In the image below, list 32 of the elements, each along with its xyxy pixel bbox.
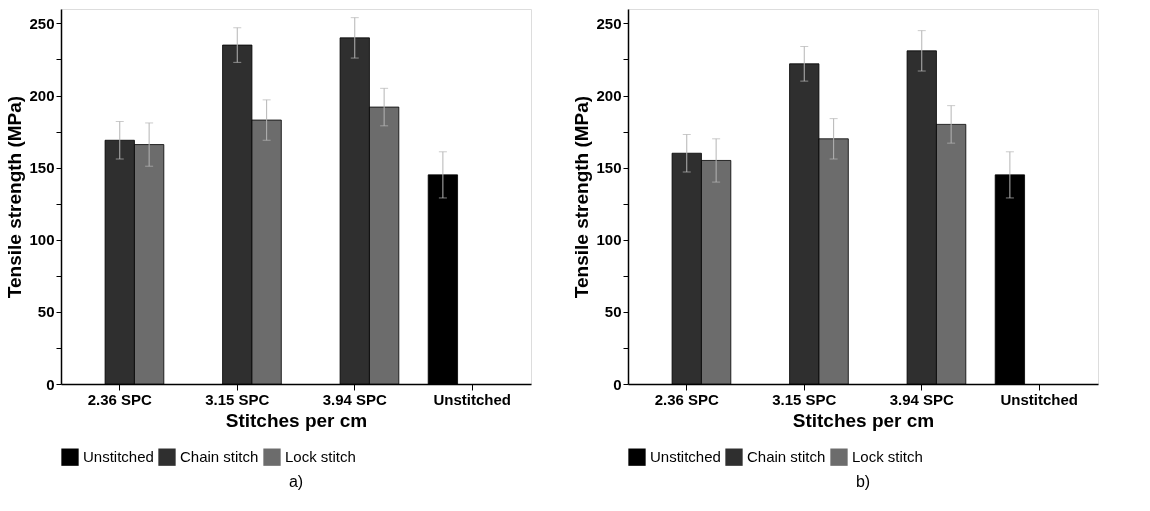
y-tick-label: 0 (46, 375, 55, 393)
y-tick-label: 150 (596, 159, 622, 177)
y-tick-label: 200 (29, 87, 55, 105)
x-axis-title: Stitches per cm (792, 409, 935, 431)
x-tick-label: 2.36 SPC (654, 390, 720, 408)
y-axis-title: Tensile strength (MPa) (571, 95, 593, 299)
x-tick-label: 3.94 SPC (322, 390, 388, 408)
x-tick-label: Unstitched (433, 390, 512, 408)
y-tick-label: 150 (29, 159, 55, 177)
y-tick-label: 50 (604, 303, 622, 321)
y-tick-label: 200 (596, 87, 622, 105)
y-tick-label: 100 (596, 231, 622, 249)
x-axis-title: Stitches per cm (225, 409, 368, 431)
x-tick-label: Unstitched (1000, 390, 1079, 408)
text: a) (288, 473, 304, 490)
legend-label: Unstitched (83, 448, 154, 466)
y-tick-label: 0 (613, 375, 622, 393)
text: b) (855, 473, 871, 490)
legend-label: Lock stitch (852, 448, 923, 466)
x-tick-label: 2.36 SPC (87, 390, 153, 408)
y-tick-label: 50 (37, 303, 55, 321)
legend-label: Chain stitch (747, 448, 826, 466)
legend-label: Unstitched (650, 448, 721, 466)
y-tick-label: 100 (29, 231, 55, 249)
legend-label: Chain stitch (180, 448, 259, 466)
x-tick-label: 3.15 SPC (205, 390, 270, 408)
legend-label: Lock stitch (285, 448, 356, 466)
y-tick-label: 250 (596, 14, 622, 32)
y-tick-label: 250 (29, 14, 55, 32)
x-tick-label: 3.94 SPC (889, 390, 955, 408)
x-tick-label: 3.15 SPC (772, 390, 837, 408)
y-axis-title: Tensile strength (MPa) (4, 95, 26, 299)
